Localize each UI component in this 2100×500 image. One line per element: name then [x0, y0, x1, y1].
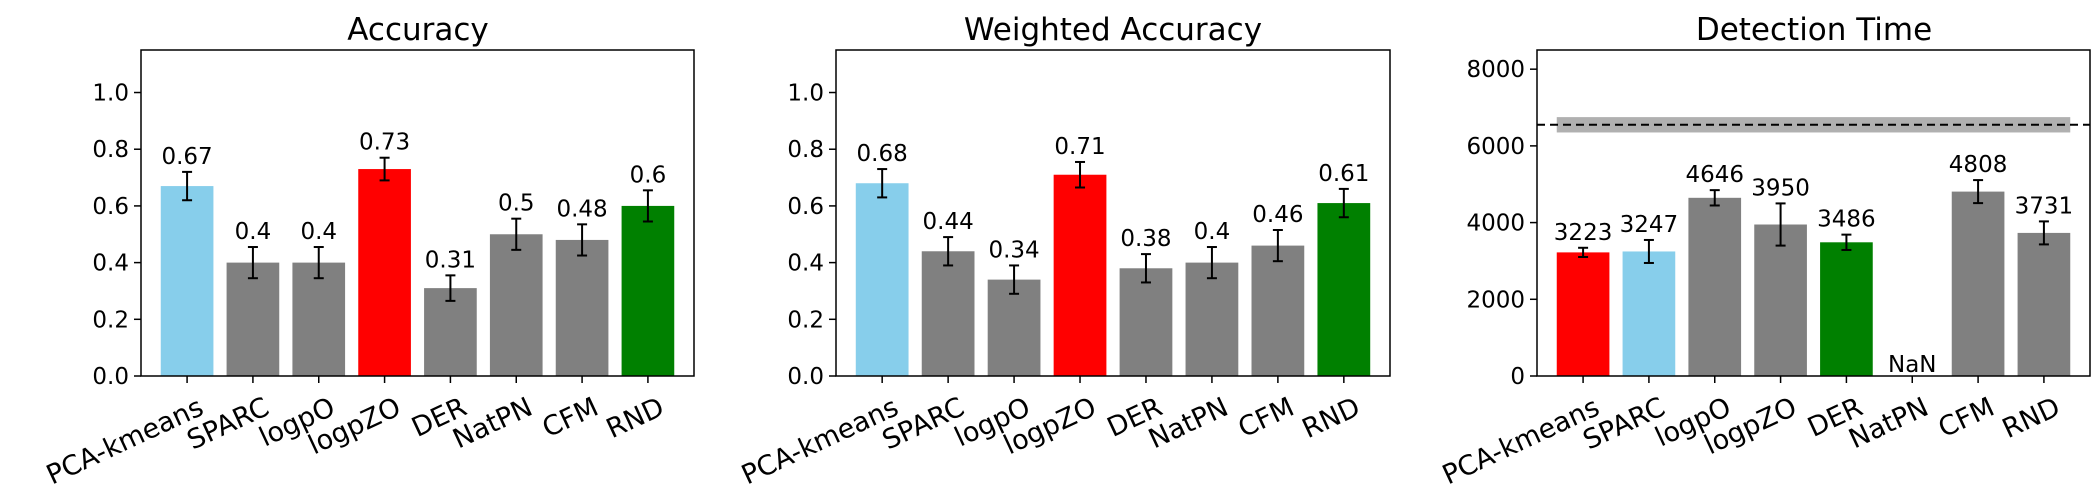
- x-tick-label: RND: [602, 392, 669, 445]
- y-tick-label: 0: [1510, 364, 1525, 390]
- weighted-accuracy-panel: Weighted Accuracy 0.68PCA-kmeans0.44SPAR…: [737, 12, 1391, 492]
- y-tick-label: 0.4: [787, 251, 824, 277]
- x-tick-label: CFM: [1934, 392, 1999, 444]
- data-label: 0.68: [857, 141, 908, 167]
- bar-rnd: [2017, 232, 2071, 376]
- x-tick-label: RND: [1298, 392, 1365, 445]
- bar-sparc: [921, 251, 975, 376]
- y-tick-label: 0.2: [92, 307, 129, 333]
- plot-frame: [835, 49, 1391, 377]
- data-label: 0.48: [556, 196, 607, 222]
- y-tick-label: 0.4: [92, 251, 129, 277]
- bar-pca-kmeans: [855, 183, 909, 376]
- data-label: 0.4: [1194, 219, 1231, 245]
- x-tick-label: CFM: [538, 392, 603, 444]
- bar-logpo: [987, 279, 1041, 376]
- chart-title: Weighted Accuracy: [964, 12, 1262, 48]
- accuracy-panel: Accuracy 0.67PCA-kmeans0.4SPARC0.4logpO0…: [42, 12, 695, 492]
- bar-sparc: [1622, 251, 1676, 376]
- chart-title: Accuracy: [347, 12, 489, 48]
- x-tick-label: RND: [1998, 392, 2065, 445]
- bar-natpn: [489, 234, 543, 376]
- data-label: 0.61: [1318, 161, 1369, 187]
- bar-natpn: [1185, 262, 1239, 376]
- y-tick-label: 1.0: [92, 81, 129, 107]
- bar-cfm: [1251, 245, 1305, 376]
- data-label: 0.67: [161, 144, 212, 170]
- detection-time-panel: Detection Time 3223PCA-kmeans3247SPARC46…: [1438, 12, 2091, 492]
- y-tick-label: 4000: [1466, 211, 1525, 237]
- bar-rnd: [1317, 203, 1371, 376]
- bar-logpzo: [358, 169, 411, 376]
- chart-title: Detection Time: [1696, 12, 1932, 48]
- bar-logpo: [1688, 197, 1742, 376]
- data-label: 0.34: [988, 237, 1039, 263]
- x-tick-label: PCA-kmeans: [737, 392, 903, 492]
- bar-logpo: [292, 262, 346, 376]
- bar-sparc: [226, 262, 280, 376]
- y-tick-label: 0.6: [787, 194, 824, 220]
- bar-der: [1119, 268, 1173, 376]
- y-tick-label: 2000: [1466, 287, 1525, 313]
- bar-rnd: [621, 205, 675, 376]
- y-tick-label: 1.0: [787, 81, 824, 107]
- y-tick-label: 0.6: [92, 194, 129, 220]
- data-label: 0.46: [1252, 202, 1303, 228]
- bar-pca-kmeans: [1556, 252, 1610, 376]
- data-label: 0.5: [498, 191, 535, 217]
- data-label: 0.71: [1054, 134, 1105, 160]
- y-tick-label: 0.8: [787, 137, 824, 163]
- data-label: 0.6: [630, 162, 667, 188]
- bar-cfm: [555, 239, 609, 376]
- x-tick-label: PCA-kmeans: [1438, 392, 1604, 492]
- y-tick-label: 8000: [1466, 57, 1525, 83]
- bar-der: [1820, 242, 1873, 376]
- plot-frame: [1536, 49, 2091, 377]
- data-label: 0.4: [300, 219, 337, 245]
- y-tick-label: 0.2: [787, 307, 824, 333]
- bar-der: [424, 288, 477, 376]
- y-tick-label: 0.8: [92, 137, 129, 163]
- data-label: 3486: [1817, 207, 1876, 233]
- data-label: 4646: [1685, 162, 1744, 188]
- bar-logpzo: [1754, 224, 1807, 376]
- data-label: 3731: [2015, 193, 2074, 219]
- data-label: 3950: [1751, 175, 1810, 201]
- y-tick-label: 6000: [1466, 134, 1525, 160]
- plot-frame: [140, 49, 695, 377]
- y-tick-label: 0.0: [92, 364, 129, 390]
- data-label: 4808: [1949, 152, 2008, 178]
- data-label: 0.31: [425, 247, 476, 273]
- data-label: 3223: [1554, 220, 1613, 246]
- bar-logpzo: [1053, 174, 1107, 376]
- data-label: 3247: [1620, 212, 1679, 238]
- x-tick-label: CFM: [1234, 392, 1299, 444]
- bar-pca-kmeans: [160, 186, 214, 376]
- data-label: 0.44: [923, 209, 974, 235]
- data-label: 0.38: [1120, 226, 1171, 252]
- data-label: NaN: [1888, 352, 1937, 378]
- data-label: 0.73: [359, 130, 410, 156]
- x-tick-label: PCA-kmeans: [42, 392, 208, 492]
- y-tick-label: 0.0: [787, 364, 824, 390]
- data-label: 0.4: [235, 219, 272, 245]
- bar-cfm: [1951, 191, 2005, 376]
